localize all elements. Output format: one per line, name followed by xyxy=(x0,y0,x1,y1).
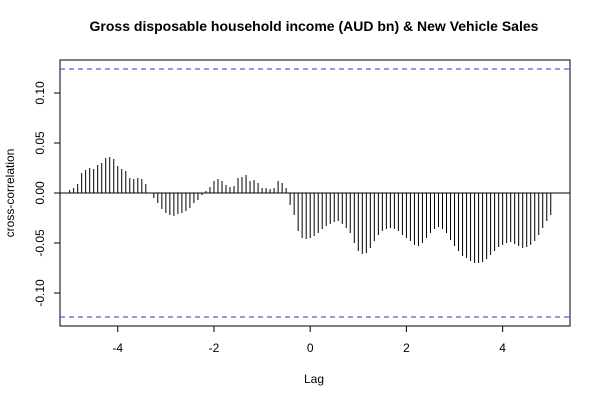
y-tick-label: 0.05 xyxy=(33,131,47,155)
y-axis: -0.10 -0.05 0.00 0.05 0.10 xyxy=(33,81,61,307)
x-axis-label: Lag xyxy=(304,372,324,386)
x-tick-label: 2 xyxy=(403,341,410,355)
chart-title: Gross disposable household income (AUD b… xyxy=(90,18,539,34)
x-tick-label: 4 xyxy=(499,341,506,355)
y-tick-label: 0.10 xyxy=(33,81,47,105)
y-tick-label: -0.10 xyxy=(33,279,47,307)
x-tick-label: -2 xyxy=(209,341,220,355)
ccf-bars xyxy=(69,157,552,263)
y-axis-label: cross-correlation xyxy=(3,149,17,238)
y-tick-label: -0.05 xyxy=(33,229,47,257)
confidence-bounds xyxy=(60,68,570,318)
x-axis: -4 -2 0 2 4 xyxy=(112,325,506,355)
x-tick-label: -4 xyxy=(112,341,123,355)
y-tick-label: 0.00 xyxy=(33,181,47,205)
x-tick-label: 0 xyxy=(307,341,314,355)
